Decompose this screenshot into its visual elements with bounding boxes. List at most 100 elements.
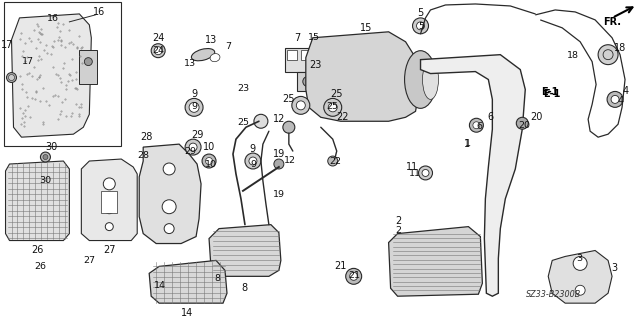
Text: 12: 12 xyxy=(284,156,296,165)
Text: 3: 3 xyxy=(576,254,582,263)
Circle shape xyxy=(6,72,17,83)
Circle shape xyxy=(164,224,174,234)
Text: E-1: E-1 xyxy=(543,90,561,100)
Circle shape xyxy=(274,159,284,169)
Circle shape xyxy=(185,139,201,155)
Bar xyxy=(287,50,297,60)
Text: 12: 12 xyxy=(273,114,285,124)
Circle shape xyxy=(283,121,295,133)
Text: 6: 6 xyxy=(487,112,493,122)
Polygon shape xyxy=(6,161,69,241)
Text: 6: 6 xyxy=(476,122,482,131)
Circle shape xyxy=(185,98,203,116)
Text: 3: 3 xyxy=(611,263,617,273)
Ellipse shape xyxy=(210,54,220,62)
Circle shape xyxy=(296,101,305,110)
Text: 8: 8 xyxy=(241,283,247,293)
Text: 15: 15 xyxy=(308,33,321,42)
Polygon shape xyxy=(306,32,419,121)
Text: 28: 28 xyxy=(140,132,152,142)
Text: 21: 21 xyxy=(348,271,360,280)
Text: 19: 19 xyxy=(273,189,285,198)
Text: 7: 7 xyxy=(294,33,300,43)
Circle shape xyxy=(104,204,115,214)
Circle shape xyxy=(151,44,165,58)
Circle shape xyxy=(328,156,338,166)
Circle shape xyxy=(162,200,176,214)
Circle shape xyxy=(419,166,433,180)
Text: 19: 19 xyxy=(273,149,285,159)
Text: 16: 16 xyxy=(93,7,106,17)
Text: 9: 9 xyxy=(191,102,197,111)
Polygon shape xyxy=(420,55,525,296)
Circle shape xyxy=(154,47,162,55)
Ellipse shape xyxy=(422,60,438,100)
Text: 20: 20 xyxy=(530,112,543,122)
Circle shape xyxy=(84,58,92,66)
Text: 11: 11 xyxy=(406,162,419,172)
Circle shape xyxy=(292,96,310,114)
Circle shape xyxy=(473,122,480,129)
Circle shape xyxy=(417,22,424,30)
Text: 7: 7 xyxy=(225,42,231,51)
Circle shape xyxy=(516,117,528,129)
Text: 26: 26 xyxy=(34,262,46,271)
Polygon shape xyxy=(548,250,612,303)
Circle shape xyxy=(205,158,212,165)
Text: 1: 1 xyxy=(465,139,470,149)
Text: 27: 27 xyxy=(84,256,95,264)
Text: SZ33-B2300B: SZ33-B2300B xyxy=(526,290,582,299)
Text: 9: 9 xyxy=(250,144,256,154)
Text: 23: 23 xyxy=(310,60,322,70)
Text: 18: 18 xyxy=(567,51,579,60)
Circle shape xyxy=(573,256,587,271)
Text: 4: 4 xyxy=(618,96,624,105)
Circle shape xyxy=(303,77,313,86)
Text: 17: 17 xyxy=(1,40,13,50)
Text: 28: 28 xyxy=(137,151,149,160)
Text: 30: 30 xyxy=(39,175,51,185)
Circle shape xyxy=(103,178,115,190)
Circle shape xyxy=(8,75,15,80)
Text: 23: 23 xyxy=(237,84,249,93)
Circle shape xyxy=(43,155,48,160)
Polygon shape xyxy=(140,144,201,243)
Polygon shape xyxy=(81,159,137,241)
Text: 10: 10 xyxy=(203,142,215,152)
Text: 2: 2 xyxy=(396,216,402,226)
Text: 24: 24 xyxy=(152,33,164,43)
Circle shape xyxy=(607,92,623,108)
Text: 24: 24 xyxy=(152,46,164,55)
Circle shape xyxy=(575,285,585,295)
Text: 16: 16 xyxy=(47,14,59,23)
Circle shape xyxy=(189,102,199,112)
Text: 14: 14 xyxy=(181,308,193,318)
Circle shape xyxy=(328,103,337,112)
Text: 10: 10 xyxy=(205,160,217,169)
Text: 21: 21 xyxy=(335,261,347,271)
Circle shape xyxy=(163,163,175,175)
Bar xyxy=(79,50,97,85)
Text: 8: 8 xyxy=(214,274,220,283)
Text: 29: 29 xyxy=(184,147,196,156)
Bar xyxy=(4,2,121,146)
Polygon shape xyxy=(209,225,281,276)
Circle shape xyxy=(202,154,216,168)
Text: E-1: E-1 xyxy=(541,87,559,97)
Circle shape xyxy=(413,18,429,34)
Polygon shape xyxy=(12,14,92,137)
Text: 4: 4 xyxy=(623,86,629,96)
Circle shape xyxy=(349,272,358,280)
Text: 20: 20 xyxy=(518,121,530,130)
Circle shape xyxy=(189,143,197,151)
Text: 27: 27 xyxy=(103,246,116,256)
Text: 29: 29 xyxy=(191,130,204,140)
Text: 1: 1 xyxy=(465,139,470,148)
Circle shape xyxy=(611,95,619,103)
Text: 25: 25 xyxy=(283,94,295,104)
Circle shape xyxy=(249,157,257,165)
Bar xyxy=(301,50,311,60)
Text: 22: 22 xyxy=(329,157,341,166)
Text: 9: 9 xyxy=(191,89,197,100)
Ellipse shape xyxy=(404,51,436,108)
